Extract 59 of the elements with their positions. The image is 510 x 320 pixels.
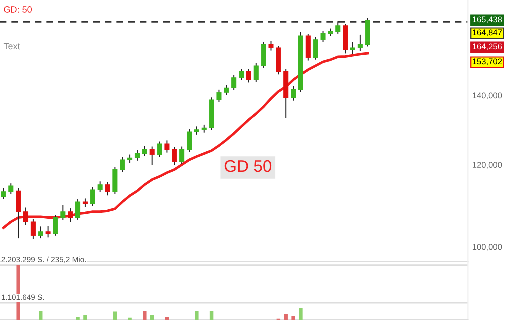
bar: [143, 311, 147, 320]
candlestick: [76, 200, 81, 220]
candlestick: [350, 42, 356, 54]
candlestick: [1, 188, 6, 200]
candlestick: [134, 150, 140, 161]
candlestick: [254, 63, 259, 82]
annotation: GD: 50: [4, 6, 32, 13]
candlestick: [90, 188, 96, 206]
candlestick: [150, 146, 155, 166]
text: 153,702: [472, 58, 502, 66]
candlestick: [68, 208, 74, 222]
series-label: GD 50: [224, 160, 272, 172]
bar: [39, 311, 43, 320]
bar: [284, 314, 288, 320]
candlestick: [30, 219, 36, 239]
candlestick: [232, 75, 237, 90]
candlestick: [142, 146, 148, 156]
candlestick: [164, 140, 170, 153]
candlestick: [180, 146, 185, 164]
candlestick: [98, 182, 103, 192]
candlestick: [157, 142, 162, 158]
candlestick: [172, 147, 178, 166]
y-tick-label: 140,000: [472, 92, 502, 100]
candlestick: [320, 31, 326, 42]
candlestick: [38, 226, 44, 239]
candlestick: [112, 167, 118, 194]
bar: [150, 315, 154, 320]
candlestick: [46, 226, 51, 238]
candlestick: [53, 215, 58, 236]
bar: [292, 316, 296, 320]
annotation: Text: [4, 43, 20, 50]
annotation: 165,438: [472, 16, 502, 24]
y-tick-label: 100,000: [472, 244, 502, 252]
bar: [76, 317, 80, 320]
candlestick: [306, 34, 311, 61]
bar: [113, 312, 118, 320]
candlestick: [291, 86, 296, 101]
candlestick: [120, 157, 126, 172]
candlestick: [239, 69, 244, 80]
bar: [210, 311, 214, 320]
bar: [195, 311, 199, 320]
candlestick: [313, 37, 318, 60]
candlestick: [105, 182, 110, 196]
candlestick: [60, 205, 66, 220]
candlestick: [8, 184, 14, 194]
candlestick: [24, 208, 29, 226]
candlestick: [336, 22, 341, 34]
candlestick: [216, 90, 222, 102]
candlestick: [186, 129, 192, 152]
candlestick: [246, 69, 252, 83]
candlestick: [261, 42, 266, 68]
bar: [299, 308, 303, 320]
candlestick: [16, 188, 22, 239]
y-tick-label: 120,000: [472, 162, 502, 169]
candlestick: [276, 46, 282, 75]
ref-line-label: 164,847: [472, 30, 502, 37]
text: 164,256: [472, 44, 502, 51]
candlestick: [358, 34, 363, 52]
bar: [84, 315, 88, 320]
